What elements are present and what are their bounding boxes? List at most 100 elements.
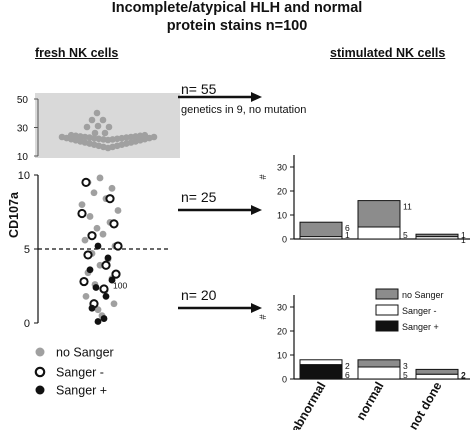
fresh-main-point-sanger-pos (108, 276, 116, 284)
chart-title-line1: Incomplete/atypical HLH and normal (111, 0, 363, 16)
stim-top-data-label: 5 (403, 230, 408, 240)
fresh-main-point-sanger-neg (113, 241, 123, 251)
stim-legend-marker-2 (375, 320, 399, 332)
fresh-main-point-sanger-pos (86, 266, 94, 274)
fresh-main-point-sanger-neg (77, 208, 87, 219)
fresh-main-point-sanger-pos (88, 304, 96, 312)
category-label-1: normal (354, 380, 387, 423)
stim-legend-label-1: Sanger - (402, 306, 437, 316)
fresh-main-point-sanger-pos (100, 315, 108, 322)
stim-bottom-bar-sanger- (357, 366, 401, 380)
fresh-main-point-no-sanger (110, 300, 118, 308)
fresh-main-point-sanger-neg (109, 219, 119, 229)
fresh-top-tick-label-0: 10 (17, 152, 29, 163)
legend-marker-no-sanger (35, 347, 45, 357)
stim-bottom-data-label: 6 (345, 370, 350, 380)
stim-top-data-label: 1 (461, 230, 466, 240)
fresh-main-tick-label-1: 5 (24, 244, 30, 256)
stim-top-bar-no-sanger (299, 221, 343, 238)
fresh-main-point-sanger-neg (99, 284, 109, 294)
stim-top-bar-sanger- (357, 226, 401, 240)
fresh-main-point-sanger-neg (101, 260, 111, 270)
fresh-top-tick-label-2: 50 (17, 95, 29, 106)
stim-legend-marker-1 (375, 304, 399, 316)
fresh-main-point-sanger-neg (83, 250, 93, 260)
stim-top-data-label: 11 (403, 202, 412, 212)
fresh-main-annotation: 100 (113, 281, 127, 291)
stim-bottom-bar-sanger- (299, 364, 343, 380)
stim-top-bar-no-sanger (415, 233, 459, 238)
stim-top-tick-label-2: 20 (277, 187, 287, 197)
stim-bottom-data-label: 5 (403, 370, 408, 380)
fresh-top-point-45 (93, 109, 101, 117)
stim-legend-label-2: Sanger + (402, 322, 439, 332)
category-label-2: not done (406, 379, 445, 430)
legend-marker-sanger-neg (34, 366, 46, 378)
stim-bottom-data-label: 2 (461, 370, 466, 380)
fresh-main-point-no-sanger (86, 213, 94, 220)
stim-bottom-bar-sanger- (415, 373, 459, 380)
arrow-1-head (251, 92, 262, 102)
stim-legend-marker-0 (375, 288, 399, 300)
stim-bottom-tick-label-0: 0 (282, 375, 287, 385)
arrow-label-3: n= 20 (181, 287, 217, 303)
arrow-2-head (251, 205, 262, 215)
fresh-main-point-no-sanger (96, 174, 104, 182)
stim-top-y-label: # (258, 174, 268, 179)
arrow-label-2: n= 25 (181, 189, 217, 205)
fresh-main-point-no-sanger (78, 201, 86, 209)
fresh-top-point-42 (105, 123, 113, 131)
stim-bottom-bar-no-sanger (415, 368, 459, 375)
stim-bottom-data-label: 3 (403, 361, 408, 371)
stim-bottom-y-label: # (258, 314, 268, 319)
fresh-main-point-no-sanger (90, 189, 98, 197)
stim-top-data-label: 1 (345, 230, 350, 240)
fresh-top-point-38 (91, 129, 99, 137)
fresh-top-point-40 (83, 123, 91, 131)
legend-label-1: Sanger - (56, 366, 104, 380)
legend-label-0: no Sanger (56, 346, 114, 360)
fresh-main-point-sanger-neg (81, 177, 91, 187)
left-panel-header: fresh NK cells (35, 46, 119, 60)
fresh-main-point-no-sanger (93, 224, 101, 232)
stim-bottom-tick-label-1: 10 (277, 351, 287, 361)
legend-marker-sanger-pos (35, 385, 45, 395)
fresh-main-point-no-sanger (114, 207, 122, 214)
stim-top-tick-label-0: 0 (282, 235, 287, 245)
fresh-top-point-44 (99, 116, 107, 124)
fresh-main-point-sanger-pos (94, 242, 102, 250)
fresh-main-point-sanger-neg (87, 231, 97, 241)
fresh-main-point-sanger-neg (105, 194, 115, 204)
fresh-main-point-no-sanger (96, 261, 104, 269)
fresh-main-point-sanger-pos (104, 254, 112, 262)
stim-bottom-data-label: 2 (461, 370, 466, 380)
fresh-main-point-no-sanger (82, 292, 90, 300)
right-panel-header: stimulated NK cells (330, 46, 446, 60)
fresh-main-tick-label-0: 0 (24, 318, 30, 330)
legend-label-2: Sanger + (56, 384, 107, 398)
fresh-main-point-no-sanger (81, 236, 89, 244)
fresh-top-point-43 (88, 116, 96, 124)
stim-bottom-data-label: 2 (345, 361, 350, 371)
fresh-top-point-37 (150, 133, 158, 141)
fresh-main-point-no-sanger (108, 184, 116, 192)
category-label-0: abnormal (288, 380, 328, 430)
fresh-main-point-no-sanger (94, 306, 102, 314)
stim-bottom-tick-label-3: 30 (277, 303, 287, 313)
fresh-main-point-no-sanger (99, 230, 107, 238)
stim-top-tick-label-1: 10 (277, 211, 287, 221)
stim-bottom-tick-label-2: 20 (277, 327, 287, 337)
stim-bottom-bar-sanger- (299, 359, 343, 366)
stim-top-tick-label-3: 30 (277, 163, 287, 173)
fresh-top-point-39 (101, 129, 109, 137)
fresh-main-point-sanger-pos (92, 284, 100, 291)
fresh-main-point-sanger-pos (94, 318, 102, 325)
fresh-top-point-41 (94, 122, 102, 130)
fresh-main-point-sanger-pos (102, 292, 110, 300)
arrow-3-head (251, 303, 262, 313)
arrow-label-1: n= 55 (181, 81, 217, 97)
arrow-note-1: genetics in 9, no mutation (181, 104, 307, 116)
fresh-main-point-sanger-neg (79, 276, 89, 287)
fresh-main-point-sanger-neg (111, 269, 121, 279)
